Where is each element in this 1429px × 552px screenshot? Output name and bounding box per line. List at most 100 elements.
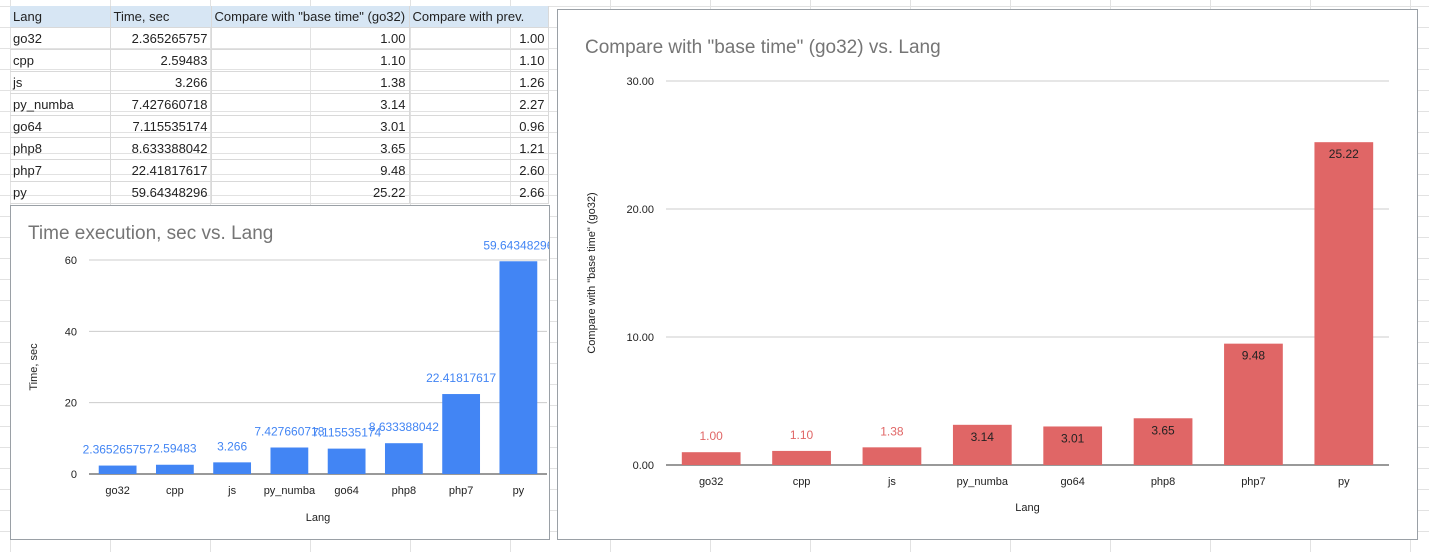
y-tick-label: 20.00 [626,204,654,216]
table-cell[interactable]: php8 [10,137,111,160]
table-cell[interactable]: 7.427660718 [110,93,212,116]
compare-base-time-chart-svg: Compare with "base time" (go32) vs. Lang… [585,37,1389,514]
table-cell[interactable]: 1.10 [409,49,549,72]
table-cell[interactable]: 1.10 [211,49,410,72]
x-tick-label: go64 [1060,476,1084,488]
table-row: go64 7.115535174 3.01 0.96 [10,115,549,138]
bar[interactable] [681,452,741,465]
x-tick-label: php8 [392,485,416,497]
data-label: 1.38 [880,424,904,438]
x-tick-label: go64 [334,485,358,497]
data-label: 1.10 [790,428,814,442]
bar[interactable] [384,443,423,474]
header-cell[interactable]: Lang [10,6,111,28]
x-tick-label: cpp [166,485,184,497]
bar[interactable] [98,465,137,474]
header-cell[interactable]: Time, sec [110,6,212,28]
y-tick-label: 0.00 [633,460,654,472]
data-label: 3.01 [1061,431,1085,445]
y-tick-label: 20 [65,398,77,410]
table-cell[interactable]: 8.633388042 [110,137,212,160]
bar[interactable] [1133,418,1193,465]
table-row: py 59.64348296 25.22 2.66 [10,181,549,204]
table-cell[interactable]: go32 [10,27,111,50]
table-cell[interactable]: 2.365265757 [110,27,212,50]
table-cell[interactable]: 1.00 [409,27,549,50]
y-tick-label: 10.00 [626,332,654,344]
x-tick-label: py [513,485,525,497]
table-cell[interactable]: 3.14 [211,93,410,116]
bar[interactable] [327,448,366,474]
compare-base-time-chart[interactable]: Compare with "base time" (go32) vs. Lang… [557,9,1418,540]
x-tick-label: py_numba [957,476,1009,488]
table-cell[interactable]: 2.27 [409,93,549,116]
table-cell[interactable]: 3.266 [110,71,212,94]
time-execution-chart-svg: Time execution, sec vs. Lang 0 20 40 60 go32 2… [28,223,549,524]
table-cell[interactable]: py [10,181,111,204]
table-row: cpp 2.59483 1.10 1.10 [10,49,549,72]
y-axis-title: Time, sec [28,343,40,391]
table-cell[interactable]: 59.64348296 [110,181,212,204]
table-cell[interactable]: 7.115535174 [110,115,212,138]
time-execution-chart[interactable]: Time execution, sec vs. Lang 0 20 40 60 go32 2… [10,205,550,540]
table-cell[interactable]: py_numba [10,93,111,116]
table-cell[interactable]: 1.26 [409,71,549,94]
bar[interactable] [155,464,194,474]
bar[interactable] [1043,426,1103,465]
y-axis-title: Compare with "base time" (go32) [586,192,598,353]
bar[interactable] [442,394,481,474]
table-row: php8 8.633388042 3.65 1.21 [10,137,549,160]
table-cell[interactable]: 3.65 [211,137,410,160]
table-row: py_numba 7.427660718 3.14 2.27 [10,93,549,116]
x-tick-label: js [227,485,236,497]
data-label: 3.65 [1151,423,1175,437]
table-cell[interactable]: 1.38 [211,71,410,94]
data-label: 7.427660718 [254,425,324,439]
x-tick-label: php8 [1151,476,1175,488]
x-axis-title: Lang [306,512,330,524]
header-cell[interactable]: Compare with "base time" (go32) [211,6,410,28]
x-tick-label: php7 [449,485,473,497]
x-axis-title: Lang [1015,502,1039,514]
table-cell[interactable]: go64 [10,115,111,138]
table-cell[interactable]: php7 [10,159,111,182]
data-label: 2.365265757 [83,443,153,457]
bar[interactable] [213,462,252,474]
bar[interactable] [862,447,922,465]
table-cell[interactable]: cpp [10,49,111,72]
x-tick-label: go32 [105,485,129,497]
bar[interactable] [772,450,831,465]
x-tick-label: cpp [793,476,811,488]
table-cell[interactable]: 1.21 [409,137,549,160]
table-cell[interactable]: 1.00 [211,27,410,50]
y-tick-label: 30.00 [626,76,654,88]
table-cell[interactable]: 2.59483 [110,49,212,72]
x-tick-label: php7 [1241,476,1265,488]
table-cell[interactable]: 9.48 [211,159,410,182]
data-label: 59.64348296 [483,238,549,252]
y-tick-label: 0 [71,469,77,481]
data-label: 3.266 [217,439,247,453]
x-tick-label: js [887,476,896,488]
table-header-row: Lang Time, sec Compare with "base time" (g… [10,6,549,28]
table-cell[interactable]: js [10,71,111,94]
data-label: 3.14 [971,430,995,444]
chart-title: Time execution, sec vs. Lang [28,223,273,244]
table-cell[interactable]: 2.66 [409,181,549,204]
table-row: go32 2.365265757 1.00 1.00 [10,27,549,50]
header-cell[interactable]: Compare with prev. [409,6,549,28]
bar[interactable] [952,424,1012,465]
bar[interactable] [499,261,538,474]
y-tick-label: 60 [65,255,77,267]
data-label: 1.00 [700,429,724,443]
x-tick-label: py_numba [264,485,316,497]
bar[interactable] [1224,343,1283,465]
table-cell[interactable]: 22.41817617 [110,159,212,182]
table-cell[interactable]: 3.01 [211,115,410,138]
table-cell[interactable]: 25.22 [211,181,410,204]
bar[interactable] [270,447,309,474]
table-cell[interactable]: 0.96 [409,115,549,138]
table-row: php7 22.41817617 9.48 2.60 [10,159,549,182]
table-cell[interactable]: 2.60 [409,159,549,182]
bar[interactable] [1314,142,1374,465]
